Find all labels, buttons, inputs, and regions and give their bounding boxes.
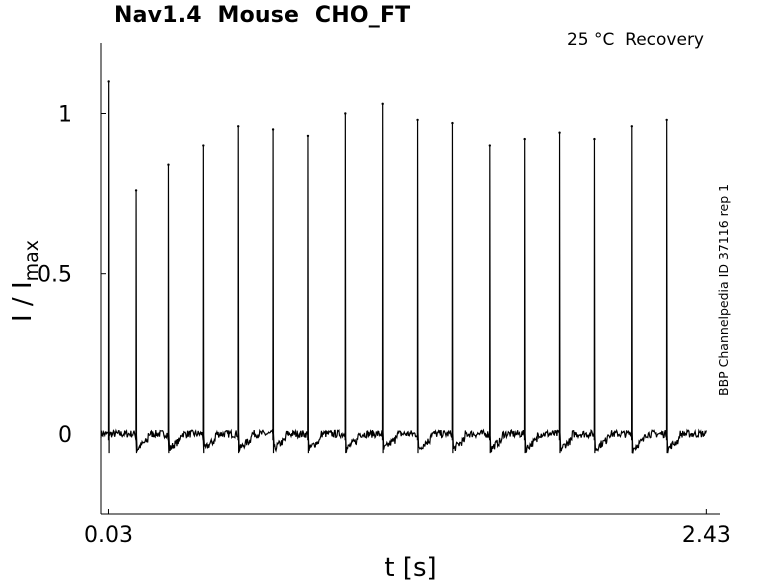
test-peak-point (202, 144, 205, 147)
test-peak-point (488, 144, 492, 147)
test-peak-point (381, 102, 384, 106)
test-peak-point (665, 118, 668, 122)
y-tick-label: 1 (58, 102, 72, 127)
y-axis-label-main: I / I (8, 281, 38, 322)
y-tick-label: 0.5 (37, 263, 72, 288)
y-tick-label: 0 (58, 423, 72, 448)
chart-title: Nav1.4 Mouse CHO_FT (114, 3, 411, 28)
x-axis-label: t [s] (384, 553, 436, 583)
test-peak-point (558, 131, 561, 134)
x-tick-label: 2.43 (682, 523, 731, 548)
tick-marks (101, 112, 707, 514)
test-peak-point (523, 137, 526, 141)
y-axis-label-subscript: max (21, 240, 43, 281)
axes (100, 43, 720, 515)
test-peak-point (271, 128, 275, 131)
test-peak-point (134, 189, 138, 192)
current-trace-line (100, 81, 707, 454)
test-peak-point (306, 134, 310, 138)
test-peak-point (593, 137, 596, 141)
axis-labels: 0 0.5 1 0.03 2.43 t [s] I / Imax (8, 102, 731, 583)
test-peak-point (630, 125, 634, 128)
conditioning-peak-point (107, 80, 110, 83)
test-peak-point (451, 121, 454, 125)
y-axis-label: I / Imax (8, 240, 43, 322)
test-peak-point (167, 163, 170, 166)
x-tick-label: 0.03 (84, 523, 133, 548)
test-peak-point (237, 125, 240, 128)
condition-label: 25 °C Recovery (566, 30, 704, 50)
test-peak-point (416, 118, 419, 122)
current-trace (100, 80, 707, 454)
test-peak-point (344, 112, 347, 115)
